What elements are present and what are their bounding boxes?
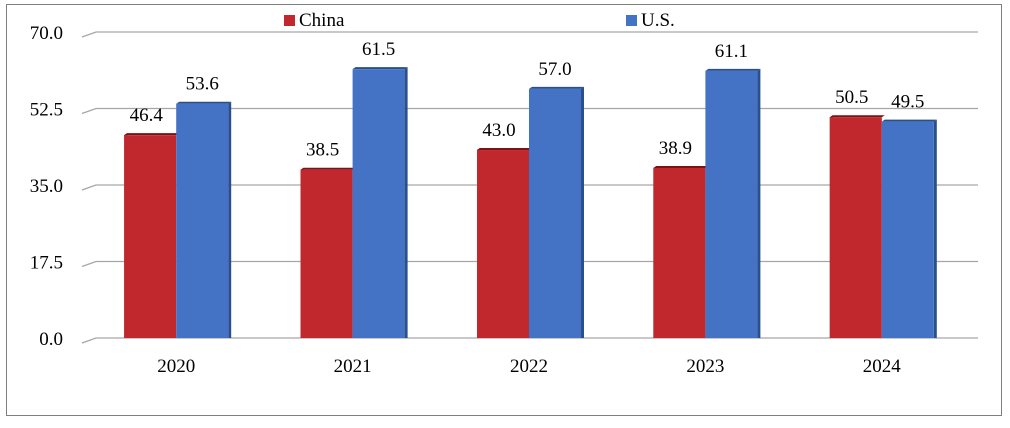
gridline: [81, 31, 978, 38]
bar-top: [829, 115, 885, 118]
data-label: 38.5: [306, 140, 339, 161]
data-label: 38.9: [659, 138, 692, 159]
x-tick-label: 2020: [157, 356, 195, 377]
bar-side: [581, 86, 584, 338]
y-tick-label: 52.5: [30, 100, 63, 121]
data-label: 53.6: [186, 74, 219, 95]
legend: China U.S.: [284, 10, 675, 31]
bar-top: [352, 67, 408, 70]
y-tick-label: 17.5: [30, 253, 63, 274]
data-label: 50.5: [835, 87, 868, 108]
data-label: 61.5: [362, 39, 395, 60]
y-tick-label: 0.0: [39, 329, 63, 350]
y-tick-label: 35.0: [30, 176, 63, 197]
data-label: 57.0: [538, 59, 571, 80]
y-tick-label: 70.0: [30, 23, 63, 44]
bar-side: [404, 67, 408, 339]
data-labels: 46.4 53.6 38.5 61.5 43.0 57.0 38.9 61.1 50.5 49.5: [130, 39, 925, 161]
data-label: 43.0: [482, 120, 515, 141]
bars: [124, 67, 937, 339]
bar-us-2022: [529, 88, 581, 338]
x-tick-label: 2023: [686, 356, 724, 377]
gridline: [81, 107, 978, 115]
bar-china-2022: [477, 150, 529, 338]
bar-side: [757, 68, 761, 339]
legend-swatch: [626, 15, 637, 26]
y-axis: 0.0 17.5 35.0 52.5 70.0: [30, 23, 63, 350]
bar-top: [881, 119, 937, 122]
bar-top: [529, 86, 584, 89]
bar-us-2020: [176, 103, 229, 338]
bar-top: [653, 165, 709, 168]
x-tick-label: 2021: [334, 356, 372, 377]
bar-china-2021: [300, 169, 353, 338]
bar-top: [705, 68, 761, 71]
bar-china-2020: [124, 135, 177, 338]
bar-side: [228, 101, 232, 338]
legend-label: U.S.: [641, 10, 675, 31]
bar-top: [300, 167, 356, 170]
bar-china-2024: [829, 117, 882, 338]
legend-label: China: [299, 10, 345, 31]
bar-top: [477, 148, 532, 151]
data-label: 46.4: [130, 105, 164, 126]
bar-top: [124, 133, 180, 136]
bar-us-2023: [705, 70, 758, 339]
bar-side: [933, 119, 937, 338]
bar-top: [176, 101, 232, 104]
gridline: [81, 337, 978, 344]
bar-china-2023: [653, 167, 706, 338]
x-tick-label: 2022: [510, 356, 548, 377]
legend-swatch: [284, 15, 295, 26]
x-tick-label: 2024: [863, 356, 902, 377]
data-label: 49.5: [891, 92, 924, 113]
x-axis: 2020 2021 2022 2023 2024: [157, 356, 901, 377]
bar-us-2021: [352, 69, 405, 339]
data-label: 61.1: [715, 41, 748, 62]
bar-us-2024: [881, 121, 934, 338]
